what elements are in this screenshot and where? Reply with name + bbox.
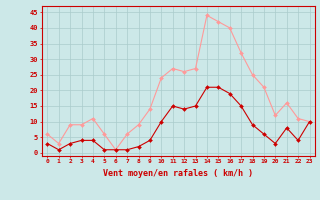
- X-axis label: Vent moyen/en rafales ( km/h ): Vent moyen/en rafales ( km/h ): [103, 169, 253, 178]
